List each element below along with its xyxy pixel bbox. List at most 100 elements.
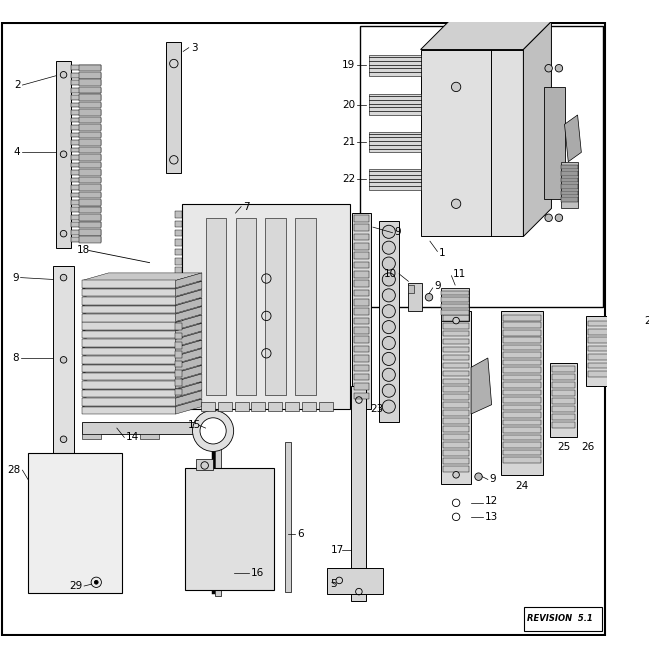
Bar <box>79 207 101 213</box>
Circle shape <box>60 274 67 281</box>
Bar <box>82 340 176 347</box>
Polygon shape <box>82 332 202 340</box>
Text: REVISION  5.1: REVISION 5.1 <box>527 614 593 623</box>
Bar <box>354 327 369 334</box>
Bar <box>71 193 101 197</box>
Text: 3: 3 <box>191 43 198 53</box>
Bar <box>351 386 367 601</box>
Polygon shape <box>176 349 202 364</box>
Bar <box>552 422 575 428</box>
Bar <box>218 402 232 411</box>
Bar <box>503 397 541 403</box>
Bar <box>79 64 101 71</box>
Bar <box>201 402 215 411</box>
Bar <box>354 299 369 305</box>
Polygon shape <box>565 115 582 162</box>
Bar <box>53 266 74 453</box>
Bar <box>550 363 577 438</box>
Bar <box>503 322 541 328</box>
Polygon shape <box>471 358 491 414</box>
Bar <box>354 215 369 222</box>
Bar <box>79 94 101 101</box>
Bar <box>408 285 414 293</box>
Text: 17: 17 <box>331 545 344 555</box>
Bar <box>443 339 469 344</box>
Bar <box>71 111 101 115</box>
Bar <box>441 311 469 315</box>
Bar <box>443 347 469 353</box>
Text: 7: 7 <box>243 201 250 212</box>
Bar <box>79 229 101 236</box>
Bar <box>544 87 565 199</box>
Bar <box>408 283 421 311</box>
Bar <box>175 276 182 283</box>
Bar <box>524 607 602 631</box>
Bar <box>443 355 469 361</box>
Bar <box>71 95 101 100</box>
Bar <box>354 318 369 324</box>
Text: 14: 14 <box>126 432 140 442</box>
Polygon shape <box>176 282 202 296</box>
Bar <box>443 434 469 440</box>
Text: 27: 27 <box>644 316 649 326</box>
Circle shape <box>382 336 395 349</box>
Bar <box>82 289 176 296</box>
Polygon shape <box>176 374 202 389</box>
Bar <box>501 311 543 475</box>
Bar <box>561 191 578 195</box>
Bar <box>79 222 101 228</box>
Circle shape <box>382 368 395 382</box>
Bar <box>82 373 176 380</box>
Bar <box>82 390 176 397</box>
Bar <box>82 398 176 405</box>
Bar <box>215 442 221 596</box>
Bar <box>354 383 369 390</box>
Circle shape <box>200 418 227 444</box>
Bar <box>79 87 101 93</box>
Bar <box>71 185 101 190</box>
Polygon shape <box>82 382 202 390</box>
Bar <box>302 402 316 411</box>
Bar <box>82 297 176 305</box>
Polygon shape <box>82 307 202 314</box>
Bar <box>443 363 469 368</box>
Circle shape <box>60 357 67 363</box>
Text: 1: 1 <box>439 248 446 259</box>
Circle shape <box>382 225 395 238</box>
Bar <box>369 132 421 153</box>
Text: 9: 9 <box>395 227 401 237</box>
Bar <box>82 331 176 338</box>
Bar <box>319 402 333 411</box>
Bar <box>265 218 286 395</box>
Bar <box>82 347 176 355</box>
Bar <box>552 406 575 412</box>
Bar <box>175 295 182 302</box>
Bar <box>503 442 541 447</box>
Polygon shape <box>176 290 202 305</box>
Bar <box>369 94 421 115</box>
Polygon shape <box>176 298 202 313</box>
Text: 9: 9 <box>435 281 441 291</box>
Bar <box>82 407 176 414</box>
Bar <box>71 118 101 122</box>
Bar <box>378 220 399 422</box>
Bar <box>79 169 101 176</box>
Polygon shape <box>82 399 202 407</box>
Text: 22: 22 <box>342 174 355 184</box>
Polygon shape <box>82 273 202 280</box>
Bar <box>82 422 204 434</box>
Bar <box>443 450 469 455</box>
Bar <box>71 155 101 160</box>
Bar <box>354 393 369 399</box>
Bar <box>206 218 227 395</box>
Polygon shape <box>176 315 202 330</box>
Bar <box>79 184 101 191</box>
Bar <box>71 215 101 220</box>
Bar <box>268 402 282 411</box>
Polygon shape <box>82 340 202 347</box>
Text: 16: 16 <box>251 568 263 578</box>
Bar <box>175 380 182 386</box>
Circle shape <box>382 257 395 270</box>
Bar <box>166 42 181 173</box>
Bar <box>175 220 182 227</box>
